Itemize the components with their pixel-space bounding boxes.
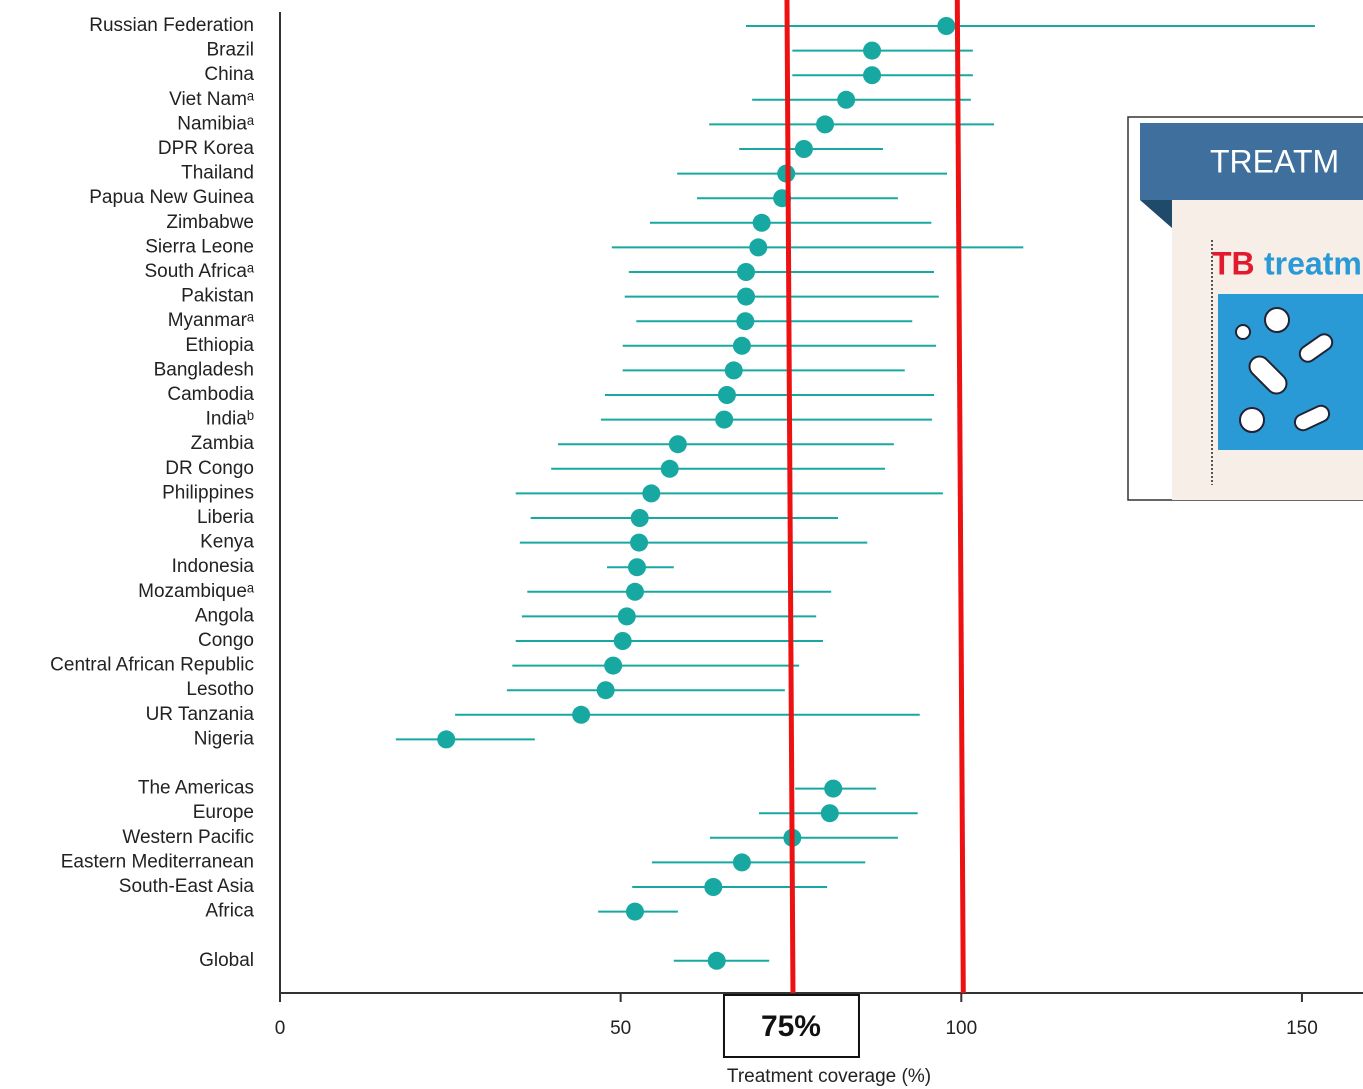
point xyxy=(733,853,751,871)
page: {"chart_data": {"type": "dot-interval", … xyxy=(0,0,1363,1089)
row-label: Sierra Leone xyxy=(145,236,254,257)
row-label: Mozambiqueᵃ xyxy=(138,581,255,602)
point xyxy=(749,238,767,256)
row-label: Europe xyxy=(193,802,254,823)
row-label: Eastern Mediterranean xyxy=(61,851,254,872)
point xyxy=(626,903,644,921)
row-label: Myanmarᵃ xyxy=(168,310,255,331)
point xyxy=(604,657,622,675)
row-label: Central African Republic xyxy=(50,655,254,676)
row-label: South Africaᵃ xyxy=(144,261,254,282)
point xyxy=(618,607,636,625)
row-label: DPR Korea xyxy=(158,138,255,159)
point xyxy=(631,509,649,527)
point xyxy=(725,361,743,379)
x-tick-label: 100 xyxy=(945,1018,977,1039)
point xyxy=(628,558,646,576)
x-tick-label: 0 xyxy=(275,1018,286,1039)
row-label: Pakistan xyxy=(181,286,254,307)
point xyxy=(737,288,755,306)
inset-subtitle: treatme xyxy=(1264,245,1363,281)
row-label: Papua New Guinea xyxy=(89,187,254,208)
row-label: DR Congo xyxy=(165,458,254,479)
point xyxy=(708,952,726,970)
row-label: Ethiopia xyxy=(185,335,254,356)
point xyxy=(733,337,751,355)
x-axis-label: Treatment coverage (%) xyxy=(727,1066,931,1087)
point xyxy=(715,411,733,429)
point xyxy=(437,730,455,748)
point xyxy=(816,115,834,133)
row-label: Nigeria xyxy=(194,728,255,749)
pill xyxy=(1240,408,1264,432)
point xyxy=(753,214,771,232)
x-tick-label: 50 xyxy=(610,1018,631,1039)
x-tick-label: 150 xyxy=(1286,1018,1318,1039)
inset: TREATM TB treatme xyxy=(1128,117,1363,500)
point xyxy=(642,484,660,502)
annotation: 75% xyxy=(761,1010,821,1043)
point xyxy=(937,17,955,35)
row-label: Western Pacific xyxy=(122,827,254,848)
row-label: South-East Asia xyxy=(119,876,255,897)
point xyxy=(821,804,839,822)
row-label: Namibiaᵃ xyxy=(177,113,255,134)
point xyxy=(863,42,881,60)
point xyxy=(863,66,881,84)
inset-tag: TB xyxy=(1212,245,1255,281)
row-label: Zimbabwe xyxy=(166,212,254,233)
row-label: Indiaᵇ xyxy=(206,409,254,430)
row-label: Zambia xyxy=(191,433,255,454)
row-label: Brazil xyxy=(206,40,254,61)
point xyxy=(837,91,855,109)
row-label: The Americas xyxy=(138,778,254,799)
row-label: Bangladesh xyxy=(154,359,254,380)
inset-title: TREATM xyxy=(1210,143,1339,179)
row-label: Congo xyxy=(198,630,254,651)
row-label: Africa xyxy=(205,901,254,922)
row-label: Philippines xyxy=(162,482,254,503)
row-label: Russian Federation xyxy=(89,15,254,36)
row-label: Angola xyxy=(195,605,255,626)
row-label: Global xyxy=(199,950,254,971)
point xyxy=(736,312,754,330)
point xyxy=(718,386,736,404)
pill xyxy=(1265,308,1289,332)
point xyxy=(704,878,722,896)
chart: Treatment coverage (%) 0 50 100 150 Russian … xyxy=(0,0,1363,1089)
point xyxy=(824,780,842,798)
row-label: Viet Namᵃ xyxy=(169,89,255,110)
point xyxy=(630,534,648,552)
point xyxy=(795,140,813,158)
row-label: Liberia xyxy=(197,507,254,528)
inset-picture xyxy=(1218,294,1363,450)
row-label: Lesotho xyxy=(186,679,254,700)
row-label: Cambodia xyxy=(167,384,254,405)
point xyxy=(614,632,632,650)
row-label: Kenya xyxy=(200,532,254,553)
row-label: Indonesia xyxy=(172,556,255,577)
reference-line xyxy=(957,0,963,993)
point xyxy=(572,706,590,724)
point xyxy=(737,263,755,281)
point xyxy=(626,583,644,601)
point xyxy=(661,460,679,478)
point xyxy=(597,681,615,699)
row-label: China xyxy=(204,64,254,85)
row-label: UR Tanzania xyxy=(146,704,255,725)
point xyxy=(669,435,687,453)
row-label: Thailand xyxy=(181,163,254,184)
pill xyxy=(1236,325,1250,339)
